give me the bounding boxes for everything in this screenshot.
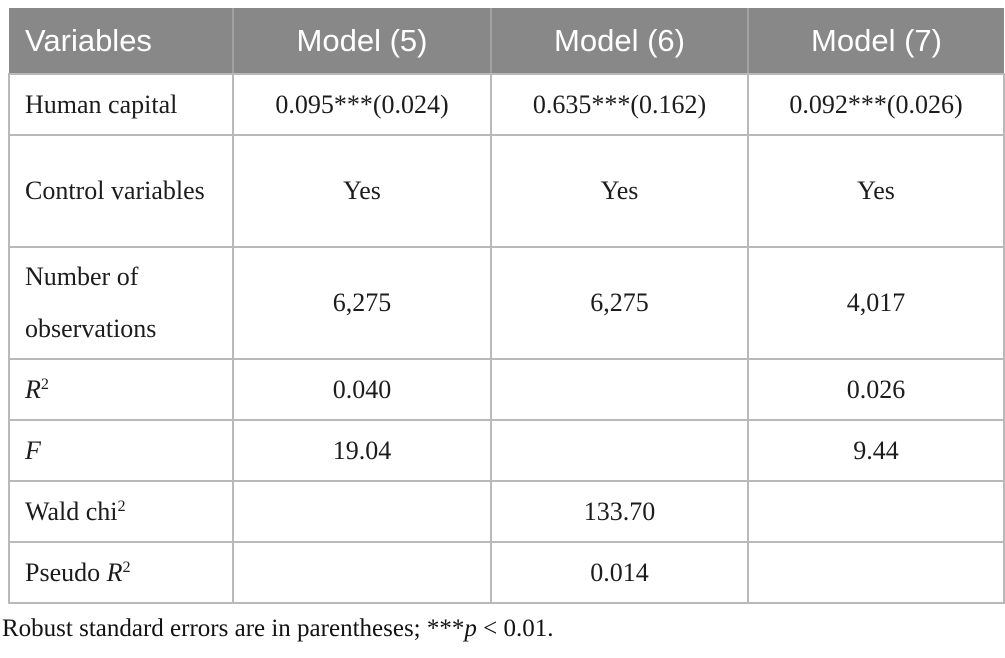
text-segment: Pseudo	[25, 557, 107, 587]
cell-human-capital-model-6: 0.635***(0.162)	[490, 73, 749, 136]
text-segment: Wald chi	[25, 496, 118, 526]
cell-f-statistic-model-5: 19.04	[232, 419, 492, 482]
cell-wald-chi-squared-model-5	[232, 480, 492, 543]
table-row-r-squared: R2 0.040 0.026	[8, 358, 1005, 421]
cell-r-squared-model-5: 0.040	[232, 358, 492, 421]
row-label-human-capital: Human capital	[8, 73, 234, 136]
cell-control-variables-model-6: Yes	[490, 134, 749, 248]
text-segment: 2	[122, 559, 131, 577]
col-header-model-7: Model (7)	[747, 8, 1004, 75]
text-segment: Robust standard errors are in parenthese…	[2, 615, 465, 642]
table-footnote: Robust standard errors are in parenthese…	[2, 613, 1003, 645]
row-label-pseudo-r-squared: Pseudo R2	[8, 541, 234, 604]
text-segment: 2	[40, 376, 49, 394]
text-segment: F	[25, 435, 41, 465]
header-row: Variables Model (5) Model (6) Model (7)	[9, 8, 1004, 75]
table-header: Variables Model (5) Model (6) Model (7)	[9, 8, 1004, 75]
table-row-f-statistic: F 19.04 9.44	[8, 419, 1005, 482]
row-label-number-of-observations: Number of observations	[8, 246, 234, 360]
cell-human-capital-model-7: 0.092***(0.026)	[747, 73, 1005, 136]
col-header-model-6: Model (6)	[490, 8, 749, 75]
cell-wald-chi-squared-model-6: 133.70	[490, 480, 749, 543]
text-segment: R	[106, 557, 123, 587]
table-row-control-variables: Control variables Yes Yes Yes	[8, 134, 1005, 248]
cell-number-of-observations-model-5: 6,275	[232, 246, 492, 360]
cell-human-capital-model-5: 0.095***(0.024)	[232, 73, 492, 136]
text-segment: < 0.01.	[476, 615, 554, 642]
table-row-wald-chi-squared: Wald chi2 133.70	[8, 480, 1005, 543]
cell-f-statistic-model-6	[490, 419, 749, 482]
row-label-r-squared: R2	[8, 358, 234, 421]
cell-r-squared-model-7: 0.026	[747, 358, 1005, 421]
cell-wald-chi-squared-model-7	[747, 480, 1005, 543]
table-row-human-capital: Human capital 0.095***(0.024) 0.635***(0.1…	[8, 73, 1005, 136]
table-row-pseudo-r-squared: Pseudo R2 0.014	[8, 541, 1005, 604]
row-label-control-variables: Control variables	[8, 134, 234, 248]
text-segment: Control variables	[25, 176, 205, 205]
table-row-number-of-observations: Number of observations 6,275 6,275 4,017	[8, 246, 1005, 360]
col-header-model-5: Model (5)	[232, 8, 492, 75]
text-segment: 2	[117, 498, 126, 516]
row-label-wald-chi-squared: Wald chi2	[8, 480, 234, 543]
text-segment: Number of observations	[25, 262, 157, 343]
cell-pseudo-r-squared-model-6: 0.014	[490, 541, 749, 604]
cell-control-variables-model-5: Yes	[232, 134, 492, 248]
cell-control-variables-model-7: Yes	[747, 134, 1005, 248]
row-label-f-statistic: F	[8, 419, 234, 482]
cell-number-of-observations-model-7: 4,017	[747, 246, 1005, 360]
cell-pseudo-r-squared-model-5	[232, 541, 492, 604]
cell-number-of-observations-model-6: 6,275	[490, 246, 749, 360]
text-segment: p	[464, 615, 477, 642]
text-segment: Human capital	[25, 89, 178, 119]
table-body: Human capital 0.095***(0.024) 0.635***(0.1…	[8, 73, 1005, 604]
text-segment: R	[25, 374, 41, 404]
cell-pseudo-r-squared-model-7	[747, 541, 1005, 604]
cell-r-squared-model-6	[490, 358, 749, 421]
cell-f-statistic-model-7: 9.44	[747, 419, 1005, 482]
regression-results-table: Variables Model (5) Model (6) Model (7) …	[8, 8, 1005, 604]
col-header-variables: Variables	[9, 8, 234, 75]
